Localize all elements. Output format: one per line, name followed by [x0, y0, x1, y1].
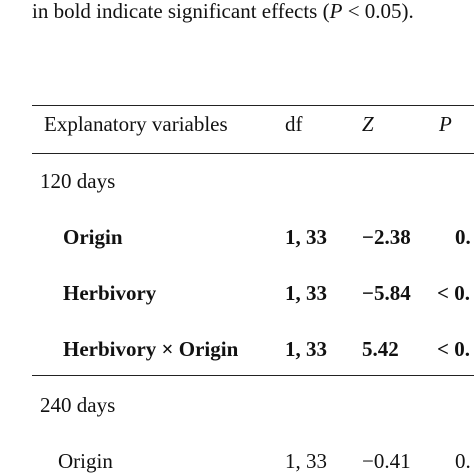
- row-origin-240-z: −0.41: [362, 449, 411, 473]
- caption-suffix: < 0.05).: [342, 0, 414, 23]
- header-bottom-rule: [32, 153, 474, 154]
- group-label-240-days: 240 days: [40, 393, 116, 417]
- table-top-rule: [32, 105, 474, 106]
- table-caption: in bold indicate significant effects (P …: [32, 0, 414, 24]
- row-origin-120-p: 0.: [455, 225, 471, 249]
- row-herbivory-120-z: −5.84: [362, 281, 411, 305]
- header-p: P: [439, 112, 452, 136]
- header-z: Z: [362, 112, 374, 136]
- row-herbivory-120-p: < 0.: [437, 281, 470, 305]
- row-interaction-120-p: < 0.: [437, 337, 470, 361]
- row-origin-120-df: 1, 33: [285, 225, 327, 249]
- row-interaction-120-variable: Herbivory × Origin: [63, 337, 239, 361]
- row-interaction-120-df: 1, 33: [285, 337, 327, 361]
- header-df: df: [285, 112, 303, 136]
- row-origin-120-z: −2.38: [362, 225, 411, 249]
- group-separator-rule: [32, 375, 474, 376]
- group-label-120-days: 120 days: [40, 169, 116, 193]
- row-herbivory-120-variable: Herbivory: [63, 281, 157, 305]
- caption-p-symbol: P: [329, 0, 343, 23]
- caption-prefix: in bold indicate significant effects (: [32, 0, 330, 23]
- row-origin-240-df: 1, 33: [285, 449, 327, 473]
- row-herbivory-120-df: 1, 33: [285, 281, 327, 305]
- header-explanatory-variables: Explanatory variables: [44, 112, 228, 136]
- row-interaction-120-z: 5.42: [362, 337, 399, 361]
- row-origin-120-variable: Origin: [63, 225, 123, 249]
- row-origin-240-variable: Origin: [58, 449, 113, 473]
- row-origin-240-p: 0.: [455, 449, 471, 473]
